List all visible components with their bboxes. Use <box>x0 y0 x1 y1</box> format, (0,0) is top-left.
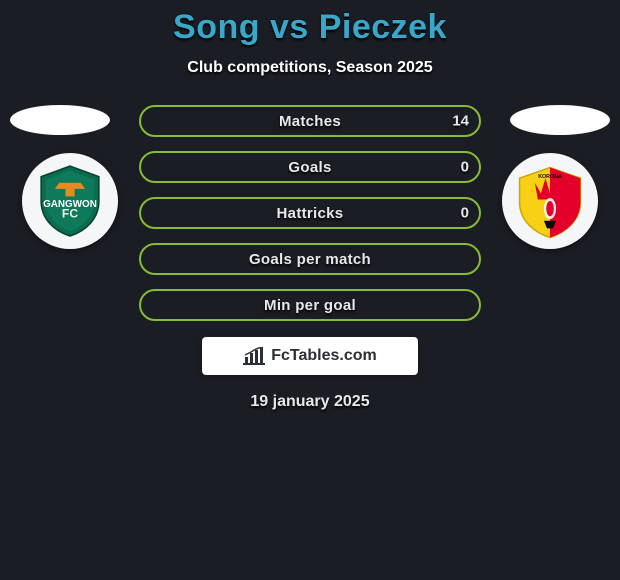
svg-text:KORONA: KORONA <box>538 174 562 180</box>
page-title: Song vs Pieczek <box>0 8 620 47</box>
watermark[interactable]: FcTables.com <box>202 337 418 375</box>
stat-row-gpm: Goals per match <box>139 243 481 275</box>
stat-label-hattricks: Hattricks <box>277 205 344 222</box>
bar-chart-icon <box>243 347 265 365</box>
club-badge-right: KORONA <box>502 153 598 249</box>
stat-label-gpm: Goals per match <box>249 251 371 268</box>
stat-label-matches: Matches <box>279 113 341 130</box>
comparison-card: Song vs Pieczek Club competitions, Seaso… <box>0 0 620 580</box>
stat-row-hattricks: Hattricks 0 <box>139 197 481 229</box>
player-avatar-left <box>10 105 110 135</box>
stat-row-mpg: Min per goal <box>139 289 481 321</box>
watermark-text: FcTables.com <box>271 347 377 365</box>
club-badge-left: GANGWON FC <box>22 153 118 249</box>
stat-right-goals: 0 <box>461 159 469 176</box>
stat-rows: Matches 14 Goals 0 Hattricks 0 Goals per… <box>139 105 481 321</box>
subtitle: Club competitions, Season 2025 <box>0 59 620 77</box>
stat-row-goals: Goals 0 <box>139 151 481 183</box>
stat-row-matches: Matches 14 <box>139 105 481 137</box>
shield-icon: GANGWON FC <box>32 163 108 239</box>
stat-right-hattricks: 0 <box>461 205 469 222</box>
player-avatar-right <box>510 105 610 135</box>
stat-label-mpg: Min per goal <box>264 297 356 314</box>
shield-icon: KORONA <box>512 163 588 239</box>
stats-area: GANGWON FC KORONA Matches 14 <box>0 105 620 411</box>
stat-label-goals: Goals <box>288 159 331 176</box>
svg-text:FC: FC <box>62 207 78 221</box>
date: 19 january 2025 <box>0 393 620 411</box>
stat-right-matches: 14 <box>452 113 469 130</box>
